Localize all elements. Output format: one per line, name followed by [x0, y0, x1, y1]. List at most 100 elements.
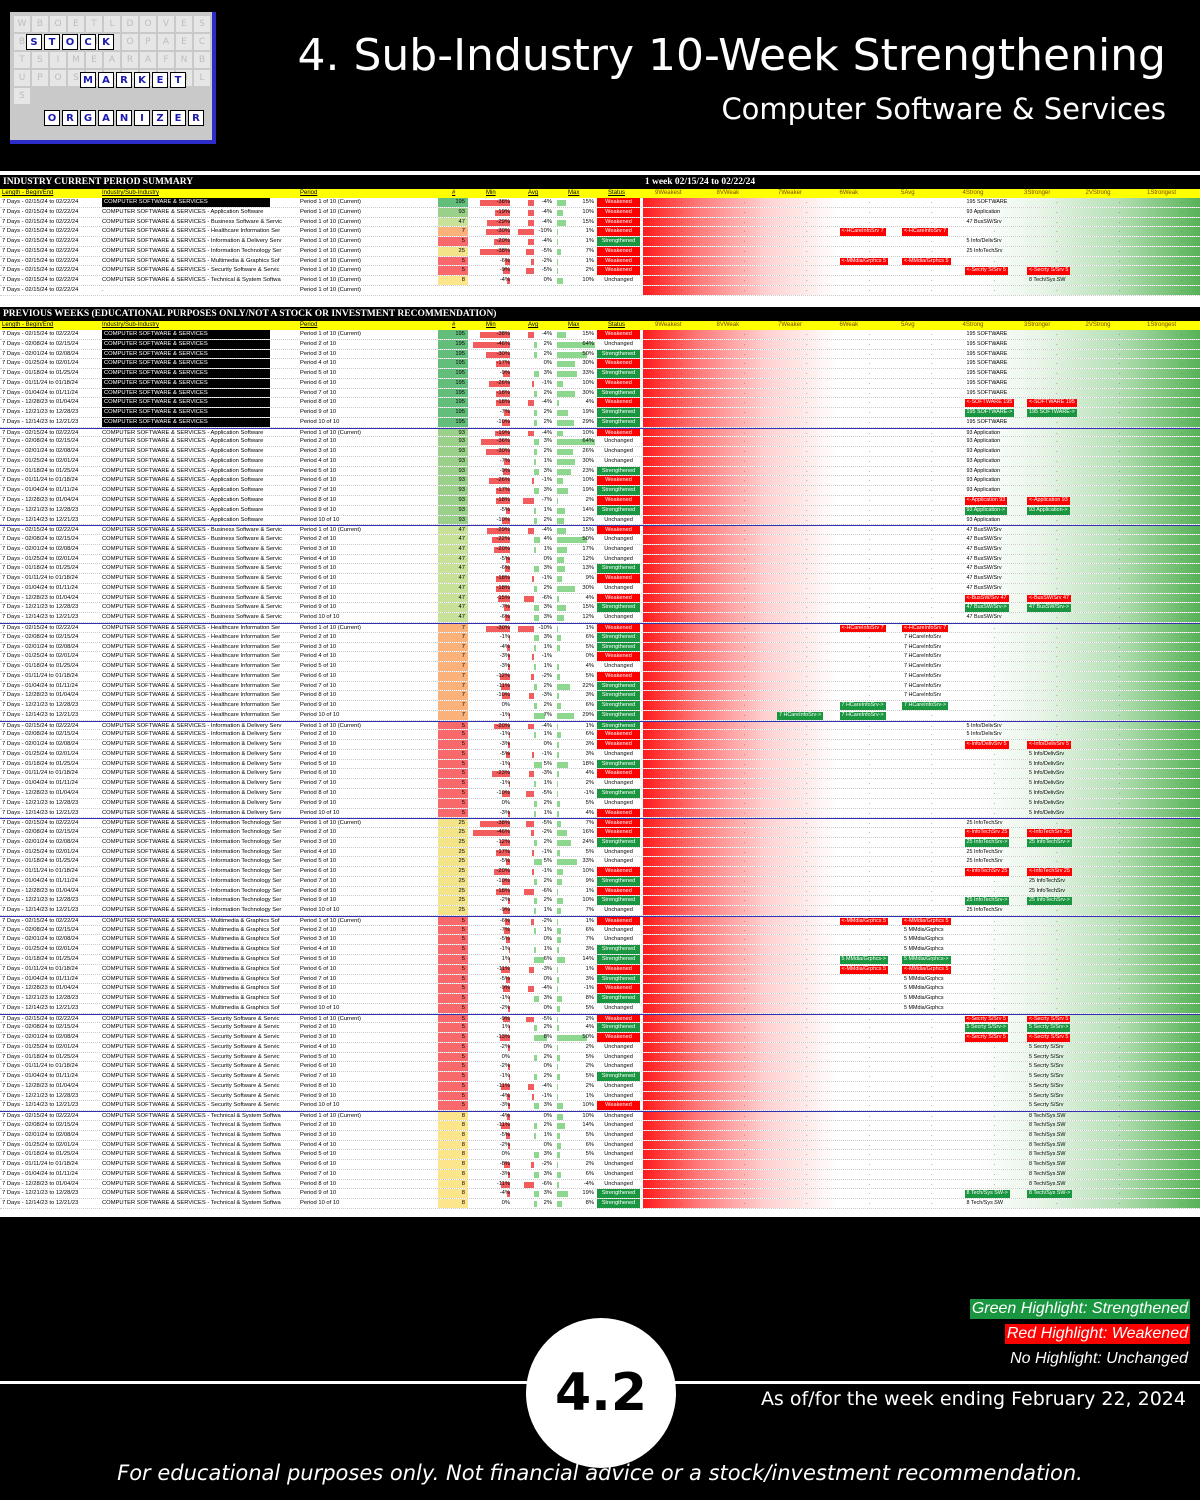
row-count: 47	[438, 554, 468, 564]
scale-dot: .	[681, 360, 683, 367]
row-industry: COMPUTER SOFTWARE & SERVICES - Applicati…	[102, 477, 264, 484]
scale-dot: .	[931, 1073, 933, 1080]
scale-dot: .	[806, 809, 808, 816]
row-avg-value: -1%	[541, 848, 552, 855]
row-status: Strengthened	[597, 955, 640, 964]
max-bar	[557, 517, 565, 524]
strength-marker: <-Info/DelivSrv 5	[1027, 741, 1071, 749]
scale-dot: .	[681, 457, 683, 464]
table-row: 7 Days - 02/08/24 to 02/15/24 COMPUTER SO…	[0, 535, 1200, 545]
row-count: 25	[438, 867, 468, 876]
scale-dot: .	[743, 1161, 746, 1168]
scale-dot: .	[993, 1092, 996, 1099]
row-strength-scale: .........8 Tech/Sys SW	[643, 1112, 1200, 1121]
scale-dot: .	[931, 1161, 933, 1168]
row-min-value: -1%	[499, 633, 510, 640]
row-max-value: 7%	[585, 820, 594, 827]
scale-dot: .	[931, 653, 933, 660]
scale-dot: .	[868, 975, 871, 982]
row-period: Period 1 of 10 (Current)	[300, 228, 361, 235]
row-max: 24%	[556, 838, 596, 847]
scale-dot: .	[868, 995, 871, 1002]
row-date-range: 7 Days - 02/15/24 to 02/22/24	[2, 527, 79, 534]
row-date-range: 7 Days - 12/21/23 to 12/28/23	[2, 506, 79, 513]
scale-dot: .	[806, 247, 808, 254]
row-strength-scale: .........8 Tech/Sys SW	[643, 1199, 1200, 1208]
strength-marker: 5 Secrty S/Srv	[1029, 1053, 1064, 1060]
avg-bar	[534, 859, 542, 866]
row-avg-value: -2%	[541, 917, 552, 924]
scale-dot: .	[868, 506, 871, 513]
row-status: Unchanged	[604, 277, 633, 284]
row-max-value: 3%	[585, 692, 594, 699]
table-row: 7 Days - 12/21/23 to 12/28/23 COMPUTER SO…	[0, 505, 1200, 516]
row-industry: COMPUTER SOFTWARE & SERVICES - Informati…	[102, 829, 282, 836]
row-avg-value: -5%	[541, 789, 552, 796]
avg-bar	[527, 528, 534, 535]
avg-bar	[524, 1181, 534, 1188]
row-max: 6%	[556, 1141, 596, 1150]
row-count: 5	[438, 266, 468, 276]
max-bar	[557, 1123, 566, 1130]
column-header-status: Status	[608, 322, 626, 328]
row-industry: COMPUTER SOFTWARE & SERVICES - Business …	[102, 565, 283, 572]
strength-marker: 7 HCareInfoSrv->	[777, 711, 824, 720]
scale-dot: .	[681, 975, 683, 982]
row-industry: COMPUTER SOFTWARE & SERVICES	[102, 198, 270, 207]
scale-dot: .	[993, 809, 996, 816]
row-status: Unchanged	[604, 1113, 633, 1120]
scale-dot: .	[743, 379, 746, 386]
strength-marker: <-HCareInfoSrv 7	[839, 624, 886, 632]
scale-dot: .	[1118, 1082, 1121, 1089]
row-count: 93	[438, 496, 468, 505]
row-date-range: 7 Days - 02/01/24 to 02/08/24	[2, 545, 79, 552]
scale-dot: .	[743, 389, 746, 396]
scale-dot: .	[743, 731, 746, 738]
row-min-value: -10%	[496, 692, 510, 699]
row-industry: COMPUTER SOFTWARE & SERVICES	[102, 388, 270, 398]
row-avg: 1%	[514, 506, 554, 515]
scale-dot: .	[931, 633, 933, 640]
strength-marker: 195 SOFTWARE	[966, 418, 1008, 425]
logo-bg-letter: O	[140, 16, 156, 32]
scale-dot: .	[681, 545, 683, 552]
scale-dot: .	[1056, 1151, 1058, 1158]
scale-dot: .	[681, 1151, 683, 1158]
scale-dot: .	[931, 897, 933, 904]
row-date-range: 7 Days - 02/15/24 to 02/22/24	[2, 238, 79, 245]
scale-dot: .	[1118, 1073, 1121, 1080]
row-strength-scale: ......... 93 Application	[643, 476, 1200, 486]
row-min: -5%	[470, 975, 512, 984]
row-max: 7%	[556, 906, 596, 915]
strength-marker: <-Application 93	[1027, 497, 1070, 505]
scale-dot: .	[743, 350, 746, 357]
scale-dot: .	[1118, 760, 1121, 767]
scale-dot: .	[1118, 868, 1121, 875]
row-min: -36%	[470, 437, 512, 446]
scale-dot: .	[1056, 711, 1058, 718]
scale-dot: .	[1118, 1131, 1121, 1138]
row-max-value: 5%	[585, 799, 594, 806]
scale-dot: .	[1056, 1102, 1058, 1109]
row-count: 47	[438, 574, 468, 583]
scale-dot: .	[1056, 1180, 1058, 1187]
row-status: Weakened	[597, 246, 640, 256]
row-avg: 5%	[514, 857, 554, 866]
row-date-range: 7 Days - 01/11/24 to 01/18/24	[2, 575, 78, 582]
row-avg-value: 0%	[543, 555, 552, 562]
scale-dot: .	[806, 208, 808, 215]
scale-dot: .	[806, 228, 808, 235]
row-strength-scale: .........5 Info/DelivSrv	[643, 798, 1200, 808]
scale-dot: .	[806, 799, 808, 806]
row-avg-value: -4%	[541, 1082, 552, 1089]
row-date-range: 7 Days - 02/08/24 to 02/15/24	[2, 926, 79, 933]
logo-bg-letter: I	[50, 52, 66, 68]
scale-header-4strong: 4Strong	[962, 190, 984, 196]
row-max: 10%	[556, 429, 596, 437]
row-status: Weakened	[597, 886, 640, 896]
row-min-value: 0%	[501, 1053, 510, 1060]
table-row: 7 Days - 02/15/24 to 02/22/24 COMPUTER SO…	[0, 525, 1200, 536]
scale-dot: .	[931, 379, 933, 386]
scale-dot: .	[1118, 350, 1121, 357]
strength-marker: 8 Tech/Sys SW	[966, 1200, 1003, 1207]
